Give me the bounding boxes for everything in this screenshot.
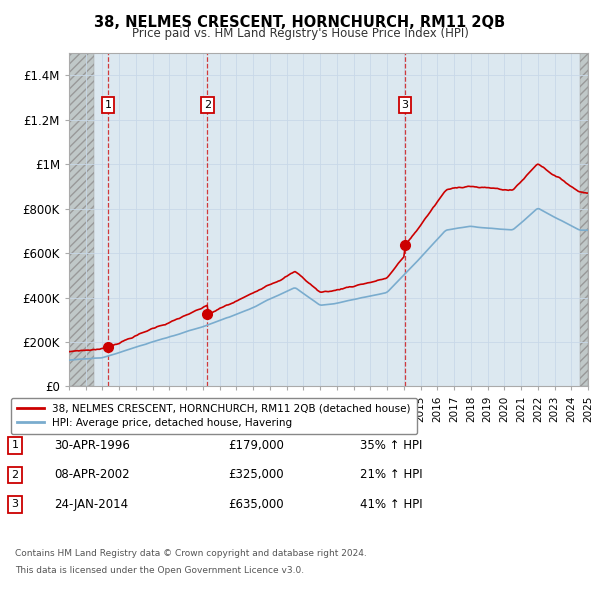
- Text: £179,000: £179,000: [228, 439, 284, 452]
- Text: 2: 2: [11, 470, 19, 480]
- Text: 2: 2: [204, 100, 211, 110]
- Text: 08-APR-2002: 08-APR-2002: [54, 468, 130, 481]
- Text: 3: 3: [401, 100, 409, 110]
- Text: 41% ↑ HPI: 41% ↑ HPI: [360, 498, 422, 511]
- Legend: 38, NELMES CRESCENT, HORNCHURCH, RM11 2QB (detached house), HPI: Average price, : 38, NELMES CRESCENT, HORNCHURCH, RM11 2Q…: [11, 398, 416, 434]
- Bar: [580, 53, 588, 386]
- Text: 30-APR-1996: 30-APR-1996: [54, 439, 130, 452]
- Text: 24-JAN-2014: 24-JAN-2014: [54, 498, 128, 511]
- Bar: [69, 53, 94, 386]
- Text: £325,000: £325,000: [228, 468, 284, 481]
- Text: Price paid vs. HM Land Registry's House Price Index (HPI): Price paid vs. HM Land Registry's House …: [131, 27, 469, 40]
- Text: 3: 3: [11, 500, 19, 509]
- Text: 21% ↑ HPI: 21% ↑ HPI: [360, 468, 422, 481]
- Text: 1: 1: [104, 100, 112, 110]
- Text: Contains HM Land Registry data © Crown copyright and database right 2024.: Contains HM Land Registry data © Crown c…: [15, 549, 367, 558]
- Text: £635,000: £635,000: [228, 498, 284, 511]
- Text: 38, NELMES CRESCENT, HORNCHURCH, RM11 2QB: 38, NELMES CRESCENT, HORNCHURCH, RM11 2Q…: [94, 15, 506, 30]
- Text: This data is licensed under the Open Government Licence v3.0.: This data is licensed under the Open Gov…: [15, 566, 304, 575]
- Text: 35% ↑ HPI: 35% ↑ HPI: [360, 439, 422, 452]
- Text: 1: 1: [11, 441, 19, 450]
